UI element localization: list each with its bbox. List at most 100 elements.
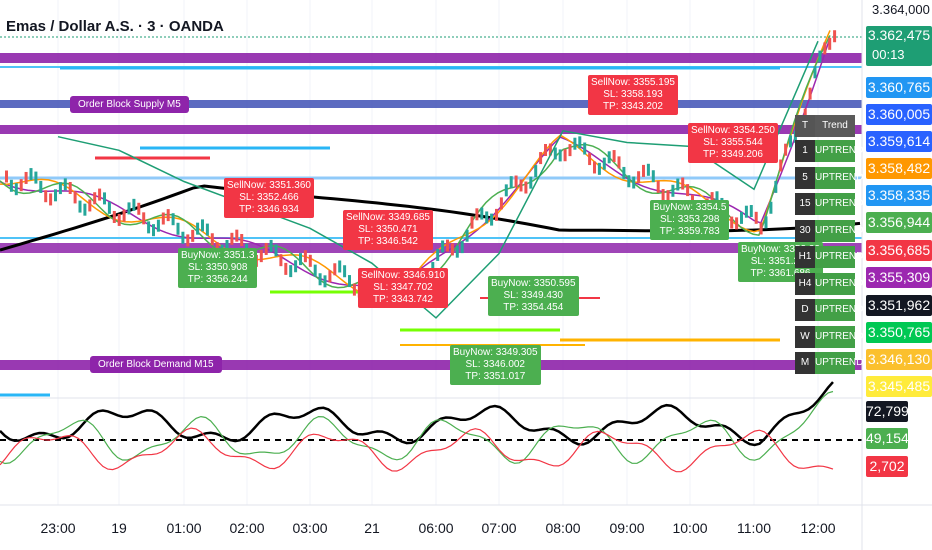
ma-orange-line xyxy=(0,30,831,299)
time-tick: 02:00 xyxy=(229,520,265,536)
trend-status: UPTREND xyxy=(815,272,863,295)
oscillator-value: 2,702 xyxy=(866,456,908,477)
sell-signal: SellNow: 3355.195 SL: 3358.193 TP: 3343.20… xyxy=(588,75,678,115)
candle xyxy=(676,178,680,191)
candle xyxy=(14,183,18,196)
candle xyxy=(103,192,106,205)
candle xyxy=(343,265,347,278)
trend-timeframe: H4 xyxy=(795,272,815,295)
time-tick: 10:00 xyxy=(672,520,708,536)
candle xyxy=(480,207,484,220)
trend-timeframe: 5 xyxy=(795,166,815,189)
candle xyxy=(686,184,690,197)
candle xyxy=(597,162,601,175)
candle xyxy=(455,245,459,258)
trend-status: UPTREND xyxy=(815,299,863,321)
candle xyxy=(338,260,342,273)
candle xyxy=(744,205,748,218)
trend-header: Trend xyxy=(815,115,855,137)
candle xyxy=(230,232,234,245)
time-tick: 08:00 xyxy=(545,520,581,536)
trend-status: UPTREND xyxy=(815,246,863,268)
candle xyxy=(774,180,778,193)
candle xyxy=(289,265,293,278)
trend-timeframe: 15 xyxy=(795,193,815,215)
candle xyxy=(274,244,278,257)
candle xyxy=(98,188,102,201)
price-label: 3.356,944 xyxy=(866,212,932,233)
candle xyxy=(83,203,87,216)
candle xyxy=(441,240,445,253)
symbol-title[interactable]: Emas / Dollar A.S. · 3 · OANDA xyxy=(6,18,224,35)
candle xyxy=(646,163,650,176)
candle xyxy=(759,222,763,235)
candle xyxy=(534,165,538,178)
candle xyxy=(39,180,43,193)
candle xyxy=(514,175,518,188)
sell-signal: SellNow: 3349.685 SL: 3350.471 TP: 3346.54… xyxy=(343,210,433,250)
trend-timeframe: 1 xyxy=(795,140,815,162)
candle xyxy=(328,270,332,283)
candle xyxy=(735,217,739,230)
candle xyxy=(769,201,773,214)
supply-zone-m5 xyxy=(0,125,862,134)
trend-header: T xyxy=(795,115,815,137)
buy-signal: BuyNow: 3349.305 SL: 3346.002 TP: 3351.017 xyxy=(450,345,541,385)
candle xyxy=(661,189,665,202)
candle xyxy=(269,239,273,252)
osc-green-line xyxy=(0,390,834,465)
candle xyxy=(93,192,97,205)
trend-timeframe: D xyxy=(795,299,815,321)
candle xyxy=(730,216,734,229)
candle xyxy=(68,181,72,194)
candle xyxy=(161,212,165,225)
candle xyxy=(558,149,562,162)
candle xyxy=(107,201,111,214)
time-tick: 21 xyxy=(364,520,380,536)
price-label: 3.351,962 xyxy=(866,295,932,316)
candle xyxy=(588,153,592,166)
candle xyxy=(475,208,479,221)
oscillator-value: 72,799 xyxy=(866,401,909,422)
candle xyxy=(627,175,631,188)
time-tick: 11:00 xyxy=(737,520,771,536)
candle xyxy=(828,37,832,50)
candle xyxy=(651,170,655,183)
trend-status: UPTREND xyxy=(815,352,863,374)
candle xyxy=(622,166,626,179)
supply-label: Order Block Supply M5 xyxy=(70,96,189,113)
candle xyxy=(24,171,28,184)
trend-status: UPTREND xyxy=(815,166,863,189)
candle xyxy=(318,273,322,286)
candle xyxy=(132,198,136,211)
price-label: 3.360,765 xyxy=(866,77,932,98)
price-label: 3.345,485 xyxy=(866,376,932,397)
candle xyxy=(504,184,508,197)
candle xyxy=(553,147,557,160)
candles xyxy=(5,30,837,308)
buy-signal: BuyNow: 3354.5 SL: 3353.298 TP: 3359.783 xyxy=(650,200,730,240)
candle xyxy=(44,190,48,203)
candle xyxy=(715,191,719,204)
candle xyxy=(171,213,175,226)
candle xyxy=(823,42,827,55)
demand-zone-m15 xyxy=(0,360,862,370)
time-tick: 19 xyxy=(111,520,127,536)
trend-status: UPTREND xyxy=(815,140,863,162)
candle xyxy=(122,209,126,222)
candle xyxy=(348,275,351,288)
price-label: 3.358,335 xyxy=(866,185,932,206)
candle xyxy=(436,248,440,261)
candle xyxy=(176,222,180,235)
candle xyxy=(710,192,714,205)
demand-label: Order Block Demand M15 xyxy=(90,356,222,373)
candle xyxy=(186,234,190,247)
candle xyxy=(519,179,523,192)
zone-blue xyxy=(0,100,862,108)
candle xyxy=(152,224,155,237)
candle xyxy=(465,229,469,242)
candle xyxy=(593,161,596,174)
candle xyxy=(196,222,200,235)
candle xyxy=(127,202,131,215)
candle xyxy=(142,212,146,225)
